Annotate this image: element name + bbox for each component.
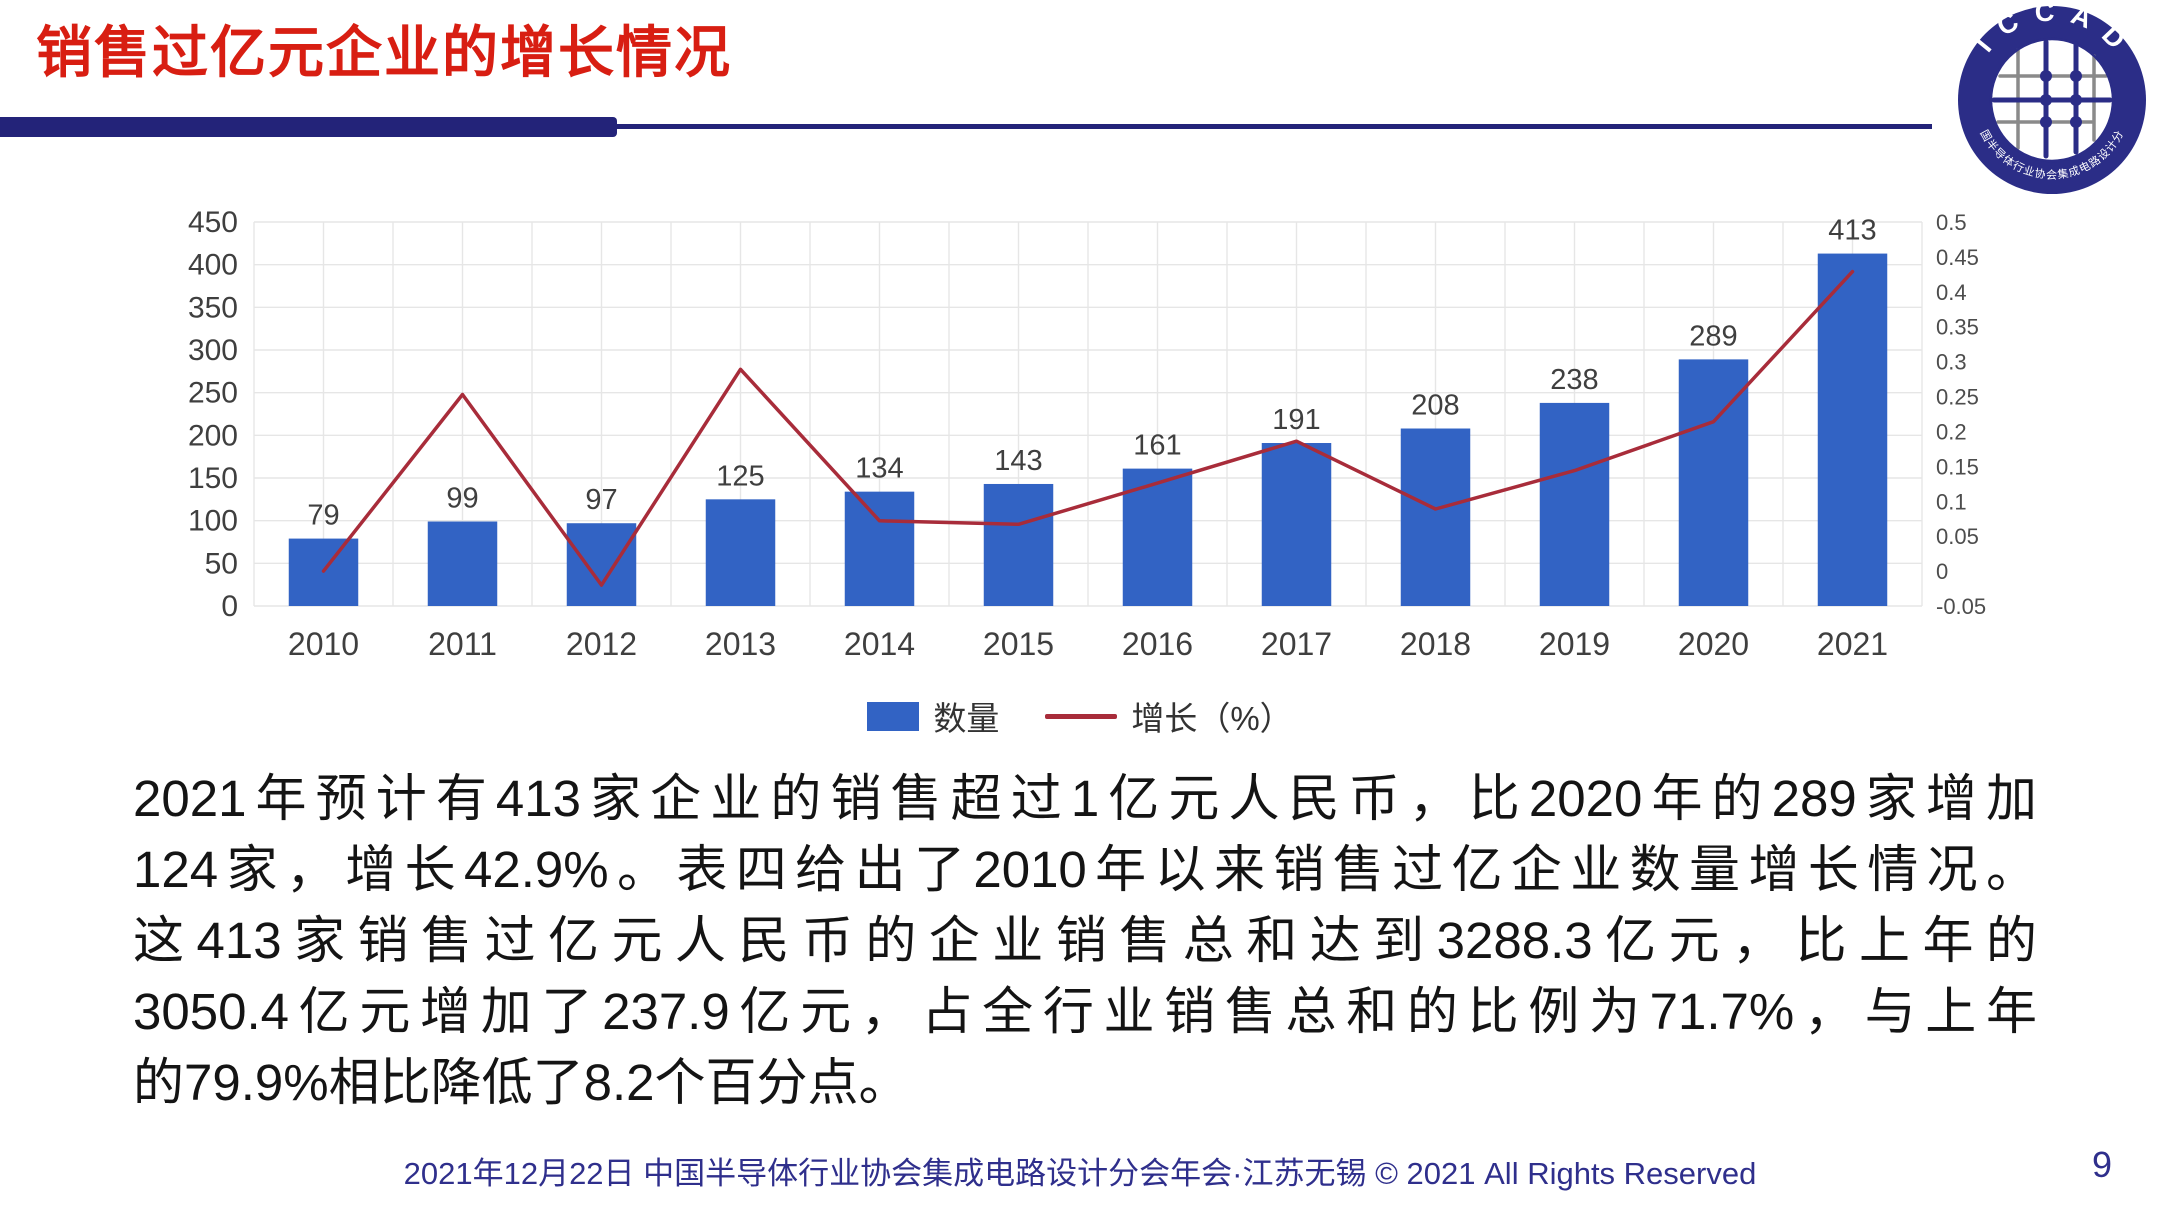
bar-label-2012: 97 (585, 484, 617, 516)
year-label-2021: 2021 (1817, 626, 1888, 662)
left-tick-label: 150 (188, 462, 238, 495)
bar-2015 (983, 483, 1054, 606)
paragraph-line: 3050.4亿元增加了237.9亿元，占全行业销售总和的比例为71.7%，与上年 (133, 983, 2037, 1040)
bar-series-swatch-icon (867, 701, 920, 731)
right-tick-label: 0.4 (1936, 280, 1967, 305)
bar-label-2013: 125 (716, 460, 764, 492)
bar-2012 (566, 523, 637, 606)
bar-2021 (1817, 253, 1888, 606)
bar-label-2019: 238 (1550, 364, 1598, 396)
year-label-2017: 2017 (1261, 626, 1332, 662)
bar-value-labels: 79 99 97 125 134 143 161 191 208 238 289 413 (307, 215, 1876, 532)
growth-line-series (321, 269, 1855, 587)
paragraph-line: 2021年预计有413家企业的销售超过1亿元人民币，比2020年的289家增加 (133, 770, 2037, 827)
page-title: 销售过亿元企业的增长情况 (36, 21, 732, 84)
left-tick-label: 0 (221, 590, 238, 623)
right-tick-label: -0.05 (1936, 594, 1986, 619)
right-tick-label: 0 (1936, 559, 1948, 584)
bar-label-2010: 79 (307, 500, 339, 532)
iccad-logo-svg: I C C A D 中国半导体行业协会集成电路设计分会 (1958, 0, 2146, 194)
bar-label-2014: 134 (855, 453, 903, 485)
right-tick-label: 0.05 (1936, 524, 1979, 549)
right-tick-label: 0.1 (1936, 489, 1967, 514)
right-tick-label: 0.25 (1936, 385, 1979, 410)
iccad-logo: I C C A D 中国半导体行业协会集成电路设计分会 (1956, 0, 2148, 196)
left-tick-label: 100 (188, 505, 238, 538)
right-tick-label: 0.5 (1936, 210, 1967, 235)
title-divider-bar (0, 117, 617, 137)
paragraph-line: 124家，增长42.9%。表四给出了2010年以来销售过亿企业数量增长情况。 (133, 841, 2037, 898)
left-tick-label: 400 (188, 249, 238, 282)
legend-label-quantity: 数量 (933, 700, 1000, 737)
right-tick-label: 0.15 (1936, 454, 1979, 479)
year-label-2019: 2019 (1539, 626, 1610, 662)
paragraph-line: 的79.9%相比降低了8.2个百分点。 (133, 1054, 910, 1111)
bar-label-2017: 191 (1272, 404, 1320, 436)
year-label-2013: 2013 (705, 626, 776, 662)
legend-label-growth: 增长（%） (1131, 700, 1293, 737)
year-label-2015: 2015 (983, 626, 1054, 662)
bar-2017 (1261, 443, 1332, 606)
bar-label-2018: 208 (1411, 390, 1459, 422)
bar-2011 (427, 521, 498, 606)
paragraph-line: 这413家销售过亿元人民币的企业销售总和达到3288.3亿元，比上年的 (133, 912, 2037, 969)
left-tick-label: 450 (188, 206, 238, 239)
left-tick-label: 200 (188, 419, 238, 452)
bar-2019 (1539, 402, 1610, 606)
right-tick-label: 0.35 (1936, 315, 1979, 340)
bar-label-2016: 161 (1133, 430, 1181, 462)
footer-credit: 2021年12月22日 中国半导体行业协会集成电路设计分会年会·江苏无锡 © 2… (403, 1156, 1757, 1191)
bar-2018 (1400, 428, 1471, 606)
year-label-2010: 2010 (288, 626, 359, 662)
bar-series (288, 253, 1888, 606)
right-tick-label: 0.2 (1936, 419, 1967, 444)
year-label-2014: 2014 (844, 626, 915, 662)
bar-2014 (844, 491, 915, 606)
legend-item-quantity: 数量 (867, 692, 999, 740)
year-label-2012: 2012 (566, 626, 637, 662)
x-axis-labels: 2010 2011 2012 2013 2014 2015 2016 2017 2018 2019… (288, 626, 1888, 662)
title-divider-line (617, 124, 1932, 129)
chart-legend: 数量 增长（%） (0, 692, 2160, 740)
year-label-2016: 2016 (1122, 626, 1193, 662)
left-axis-ticks: 450 400 350 300 250 200 150 100 50 0 (188, 206, 238, 623)
right-tick-label: 0.45 (1936, 245, 1979, 270)
bar-2013 (705, 499, 776, 606)
legend-item-growth: 增长（%） (1045, 692, 1293, 740)
bar-label-2015: 143 (994, 445, 1042, 477)
bar-label-2020: 289 (1689, 320, 1737, 352)
bar-label-2011: 99 (446, 483, 478, 515)
year-label-2020: 2020 (1678, 626, 1749, 662)
line-series-swatch-icon (1045, 713, 1118, 719)
summary-paragraph: 2021年预计有413家企业的销售超过1亿元人民币，比2020年的289家增加 … (133, 763, 2037, 1118)
year-label-2011: 2011 (428, 626, 497, 662)
right-tick-label: 0.3 (1936, 350, 1967, 375)
bar-2020 (1678, 359, 1749, 606)
logo-circuit-pattern (1989, 37, 2115, 163)
left-tick-label: 250 (188, 377, 238, 410)
gridlines (253, 221, 1923, 607)
sales-growth-chart: 450 400 350 300 250 200 150 100 50 0 0.5 0.45 0.4 0.3… (188, 206, 1986, 662)
left-tick-label: 300 (188, 334, 238, 367)
left-tick-label: 350 (188, 291, 238, 324)
left-tick-label: 50 (205, 547, 238, 580)
right-axis-ticks: 0.5 0.45 0.4 0.35 0.3 0.25 0.2 0.15 0.1 0.05 0 -0.0… (1936, 210, 1986, 619)
bar-label-2021: 413 (1828, 215, 1876, 247)
year-label-2018: 2018 (1400, 626, 1471, 662)
page-number: 9 (2091, 1144, 2112, 1185)
